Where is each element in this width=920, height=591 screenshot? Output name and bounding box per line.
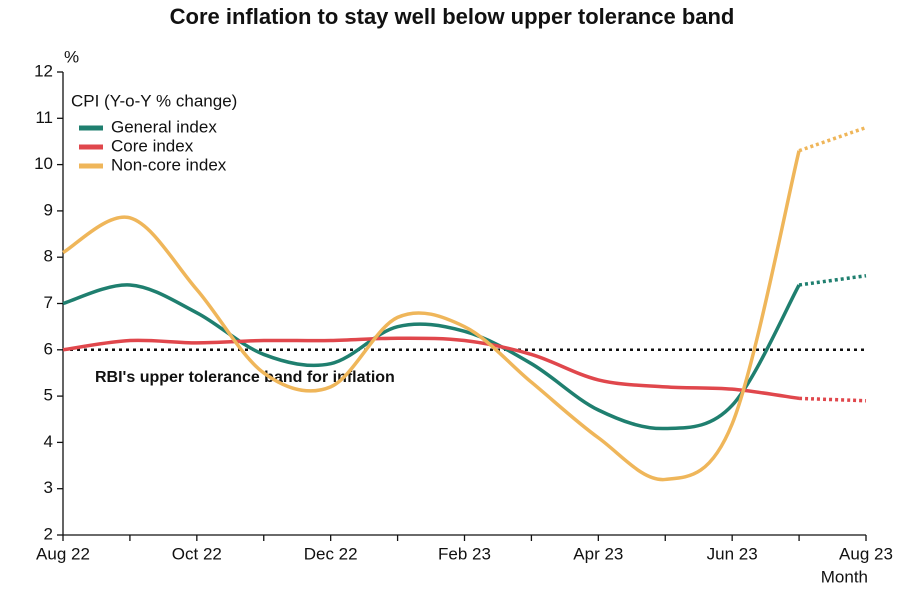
y-tick-label: 10: [34, 154, 53, 173]
legend-title: CPI (Y-o-Y % change): [71, 91, 237, 110]
chart-title: Core inflation to stay well below upper …: [170, 4, 735, 29]
y-tick-label: 7: [44, 293, 53, 312]
x-tick-label: Dec 22: [304, 544, 358, 563]
x-tick-label: Apr 23: [573, 544, 623, 563]
y-tick-label: 4: [44, 432, 53, 451]
series-line-projection: [798, 273, 867, 287]
x-tick-label: Oct 22: [172, 544, 222, 563]
x-tick-label: Aug 23: [839, 544, 893, 563]
x-tick-label: Aug 22: [36, 544, 90, 563]
y-tick-label: 8: [44, 247, 53, 266]
y-tick-label: 9: [44, 200, 53, 219]
reference-label: RBI's upper tolerance band for inflation: [95, 369, 395, 386]
series-line: [62, 150, 801, 482]
legend-label: Non-core index: [111, 155, 227, 174]
y-axis-unit: %: [64, 47, 79, 66]
y-tick-label: 5: [44, 386, 53, 405]
legend-label: Core index: [111, 136, 194, 155]
y-tick-label: 6: [44, 339, 53, 358]
y-tick-label: 2: [44, 524, 53, 543]
series-line: [62, 336, 800, 401]
series-line-projection: [798, 125, 867, 153]
x-tick-label: Feb 23: [438, 544, 491, 563]
y-tick-label: 12: [34, 61, 53, 80]
series-line: [62, 283, 801, 431]
y-tick-label: 11: [35, 108, 53, 127]
legend-label: General index: [111, 117, 217, 136]
x-tick-label: Jun 23: [707, 544, 758, 563]
y-tick-label: 3: [44, 478, 53, 497]
series-line-projection: [799, 396, 867, 403]
x-axis-title: Month: [821, 567, 868, 586]
